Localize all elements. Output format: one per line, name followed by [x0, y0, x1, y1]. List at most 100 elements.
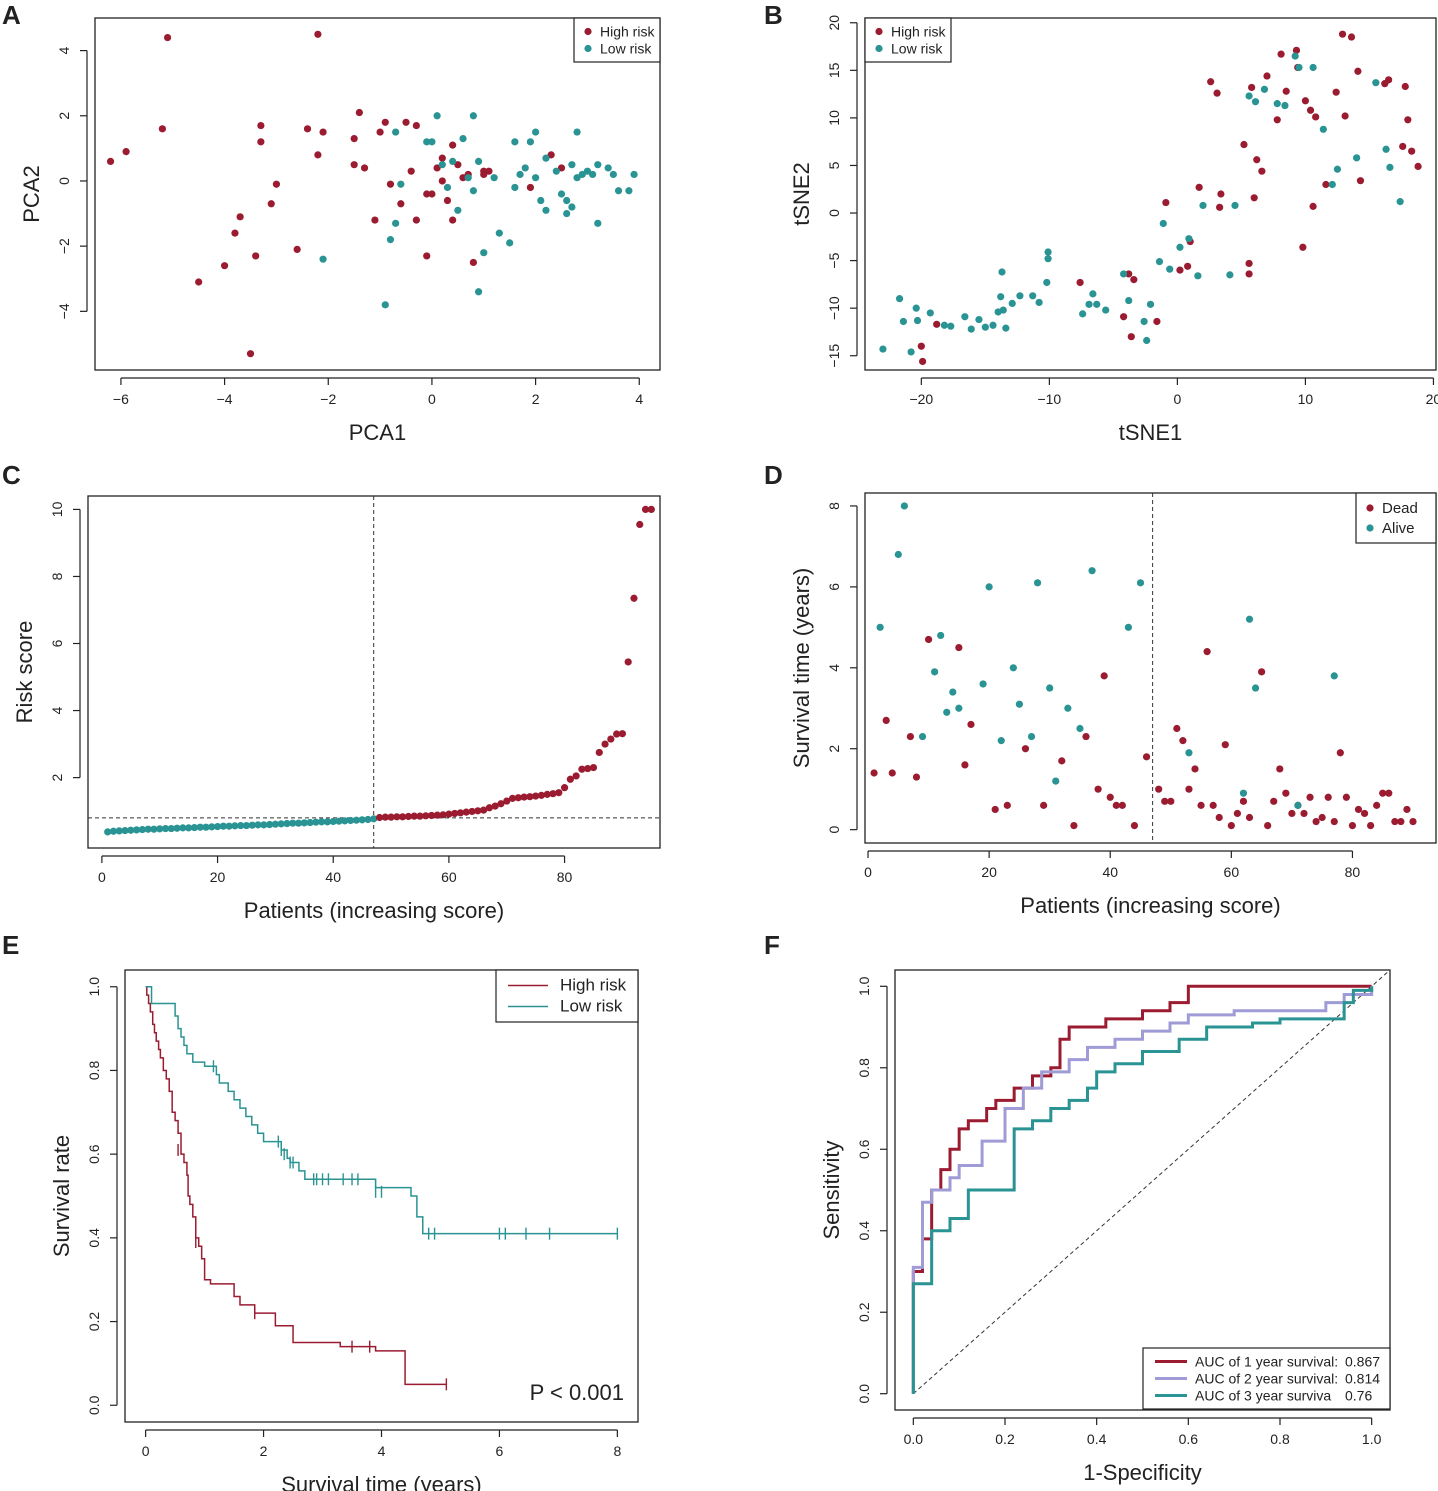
- point-low-risk: [989, 321, 997, 329]
- point-low-risk: [1382, 145, 1390, 153]
- point-low-risk: [260, 821, 268, 829]
- point-low-risk: [1185, 235, 1193, 243]
- point-high-risk: [438, 154, 446, 162]
- point-high-risk: [451, 809, 459, 818]
- point-high-risk: [1401, 82, 1409, 91]
- point-low-risk: [277, 820, 285, 828]
- y-tick-label: 6: [826, 583, 842, 591]
- point-high-risk: [1258, 167, 1266, 175]
- point-high-risk: [1207, 78, 1215, 86]
- legend-marker: [875, 44, 883, 53]
- point-dead: [1106, 793, 1114, 801]
- point-dead: [961, 761, 969, 769]
- point-dead: [1185, 785, 1193, 793]
- point-alive: [943, 708, 951, 716]
- panel-c: C 0 20 40 60 80 2 4 6 8 10 Patients (increasing sco…: [0, 460, 700, 940]
- point-low-risk: [480, 249, 488, 257]
- point-high-risk: [469, 258, 477, 267]
- point-high-risk: [303, 125, 312, 133]
- y-axis-title: Sensitivity: [819, 1140, 844, 1239]
- y-tick-label: 0: [56, 177, 72, 185]
- point-low-risk: [899, 317, 908, 326]
- point-low-risk: [1176, 243, 1184, 251]
- point-high-risk: [412, 216, 420, 224]
- point-dead: [924, 635, 933, 644]
- x-tick-label: 0: [1173, 391, 1181, 407]
- point-low-risk: [469, 112, 477, 120]
- legend-marker: [875, 27, 883, 36]
- point-low-risk: [568, 203, 576, 211]
- point-high-risk: [1245, 259, 1253, 268]
- point-dead: [912, 773, 921, 781]
- point-high-risk: [423, 252, 431, 260]
- point-high-risk: [1338, 30, 1347, 38]
- point-dead: [1142, 753, 1151, 761]
- point-high-risk: [557, 164, 566, 172]
- point-low-risk: [1199, 201, 1207, 210]
- point-high-risk: [1076, 278, 1084, 287]
- point-low-risk: [1155, 257, 1164, 266]
- point-high-risk: [350, 134, 358, 143]
- point-low-risk: [132, 826, 141, 834]
- km-curve-high-risk: [145, 985, 447, 1386]
- x-tick-label: 2: [532, 391, 540, 407]
- point-high-risk: [917, 342, 925, 350]
- y-tick-label: 0.8: [856, 1058, 872, 1078]
- point-high-risk: [267, 200, 275, 208]
- point-high-risk: [423, 190, 431, 198]
- y-tick-label: 15: [826, 62, 842, 78]
- point-low-risk: [150, 825, 158, 833]
- point-high-risk: [480, 170, 488, 179]
- point-low-risk: [594, 219, 602, 227]
- point-high-risk: [386, 180, 395, 188]
- point-dead: [1367, 822, 1375, 830]
- point-alive: [1136, 579, 1145, 587]
- point-high-risk: [433, 811, 441, 819]
- point-high-risk: [1263, 72, 1271, 80]
- point-low-risk: [1044, 248, 1052, 256]
- point-high-risk: [1385, 76, 1393, 84]
- point-high-risk: [1399, 142, 1407, 151]
- point-high-risk: [1125, 270, 1133, 278]
- y-tick-label: −4: [56, 303, 72, 319]
- point-high-risk: [387, 813, 395, 821]
- point-low-risk: [907, 348, 915, 356]
- point-alive: [949, 688, 957, 696]
- y-tick-label: 0.0: [86, 1395, 102, 1415]
- point-low-risk: [967, 325, 975, 333]
- x-axis-title: Patients (increasing score): [1020, 893, 1280, 918]
- point-low-risk: [454, 206, 462, 214]
- point-dead: [1264, 822, 1272, 830]
- x-tick-label: 1.0: [1362, 1431, 1382, 1447]
- point-low-risk: [511, 183, 519, 192]
- point-high-risk: [381, 813, 389, 821]
- y-tick-label: 0.6: [86, 1144, 102, 1164]
- point-dead: [1239, 797, 1248, 805]
- point-low-risk: [940, 321, 948, 329]
- point-low-risk: [516, 170, 524, 179]
- y-tick-label: 5: [826, 161, 842, 169]
- point-high-risk: [454, 161, 462, 169]
- point-low-risk: [1093, 300, 1101, 308]
- point-high-risk: [407, 167, 415, 175]
- point-dead: [967, 720, 975, 729]
- point-low-risk: [300, 819, 308, 827]
- point-alive: [1245, 615, 1254, 623]
- point-low-risk: [474, 288, 483, 296]
- point-low-risk: [1079, 310, 1087, 318]
- point-low-risk: [443, 183, 452, 192]
- point-low-risk: [542, 206, 550, 214]
- point-high-risk: [1217, 190, 1225, 198]
- point-dead: [1070, 822, 1078, 830]
- y-axis-title: Survival rate: [49, 1135, 74, 1257]
- x-tick-label: 0.8: [1270, 1431, 1290, 1447]
- point-low-risk: [289, 819, 297, 827]
- point-alive: [900, 502, 908, 510]
- point-high-risk: [468, 807, 476, 816]
- point-low-risk: [975, 315, 983, 324]
- point-low-risk: [392, 128, 400, 136]
- point-high-risk: [1162, 198, 1170, 207]
- point-low-risk: [104, 828, 112, 836]
- y-tick-label: 10: [826, 110, 842, 126]
- point-low-risk: [537, 196, 545, 205]
